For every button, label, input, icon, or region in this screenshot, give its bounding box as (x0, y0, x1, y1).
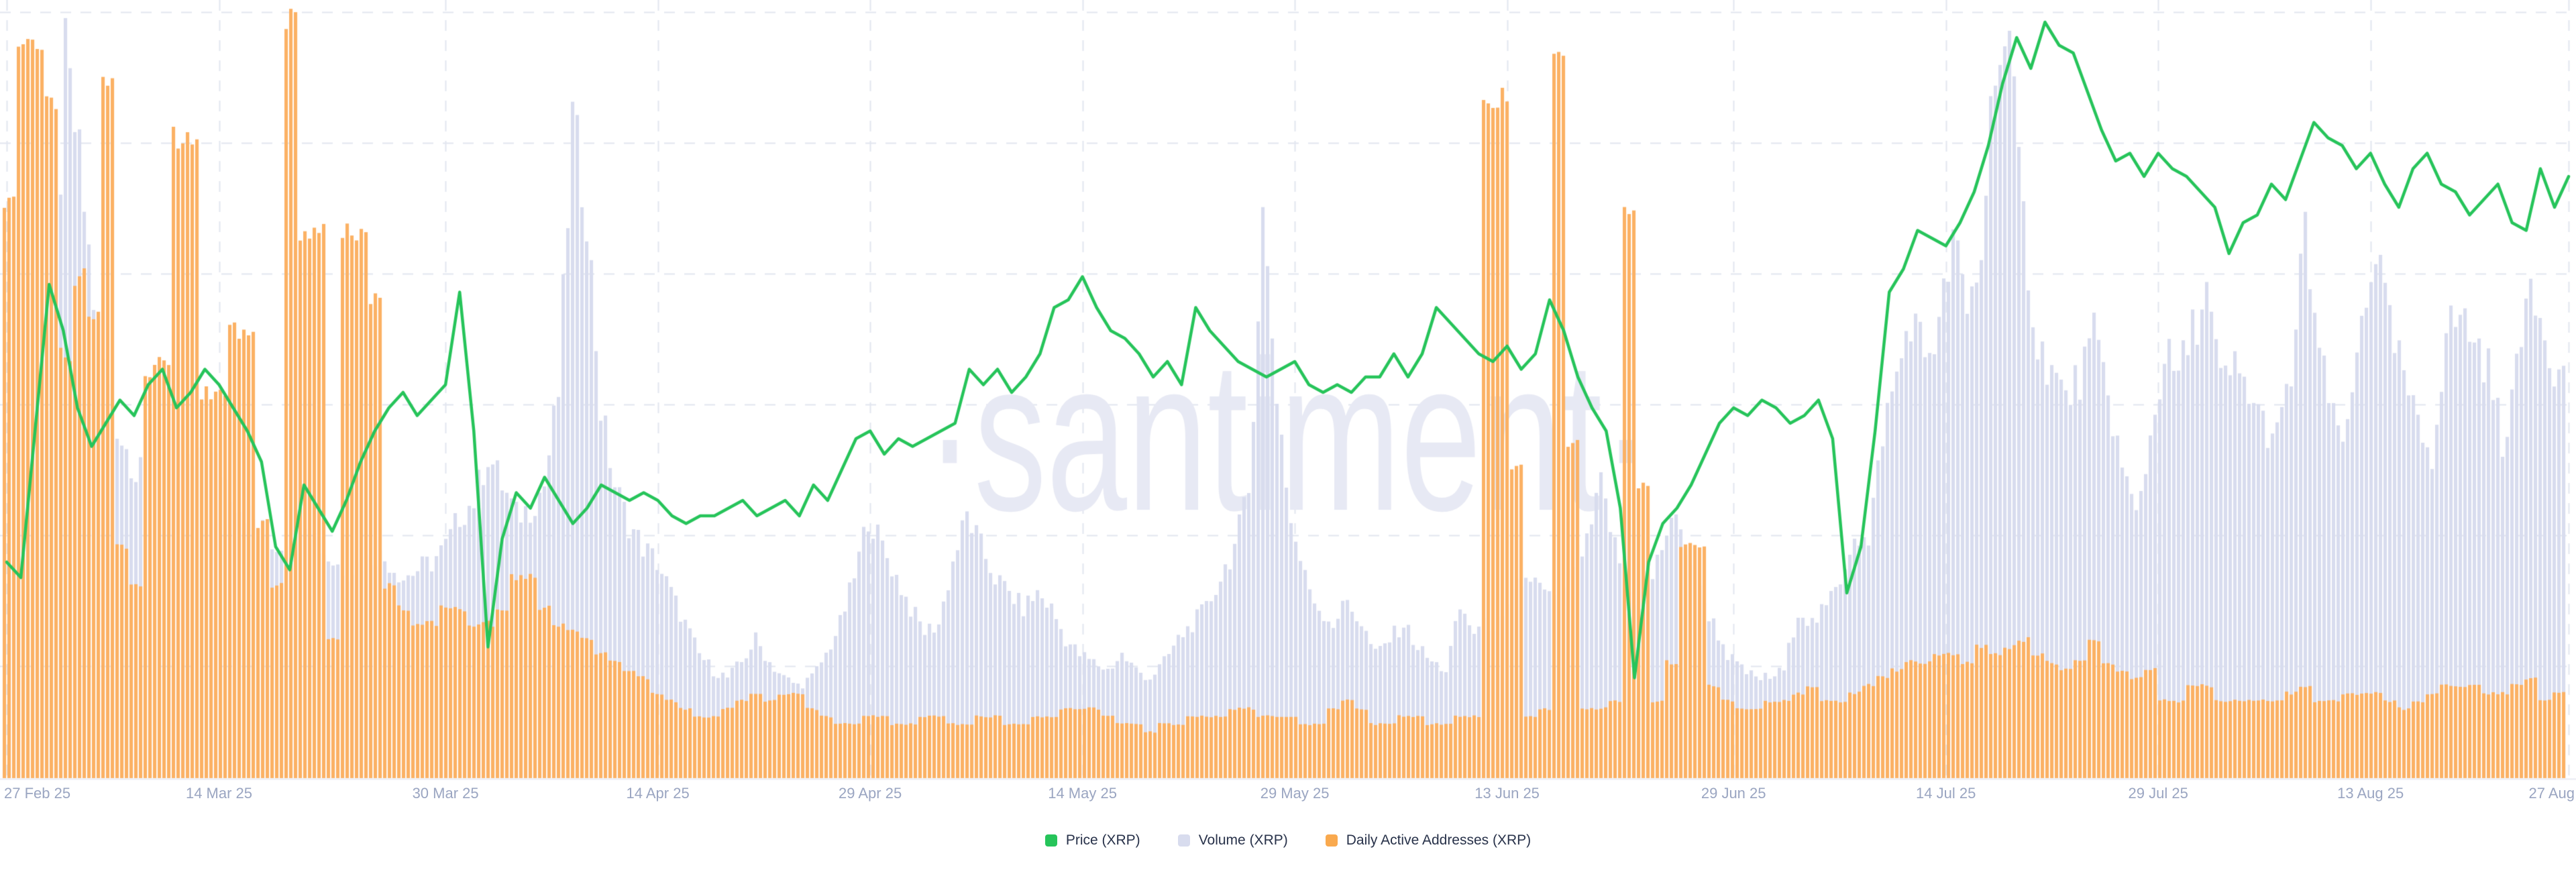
price-series-swatch (1044, 834, 1057, 847)
volume-series-swatch (1177, 834, 1190, 847)
legend-item-daa[interactable]: Daily Active Addresses (XRP) (1325, 832, 1532, 849)
legend-label-daa: Daily Active Addresses (XRP) (1346, 832, 1532, 848)
legend-item-price[interactable]: Price (XRP) (1044, 832, 1140, 849)
legend-item-volume[interactable]: Volume (XRP) (1177, 832, 1288, 849)
legend-label-price: Price (XRP) (1065, 832, 1140, 848)
legend-label-volume: Volume (XRP) (1198, 832, 1288, 848)
daa-series-swatch (1325, 834, 1338, 847)
chart-legend: Price (XRP) Volume (XRP) Daily Active Ad… (0, 832, 2576, 849)
